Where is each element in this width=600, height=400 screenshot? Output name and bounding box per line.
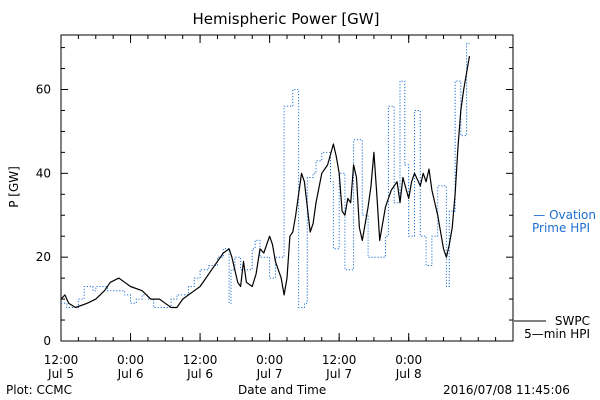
- x-tick-label-date: Jul 7: [256, 367, 283, 381]
- legend-ovation-line2: Prime HPI: [532, 221, 590, 235]
- y-tick-label: 40: [36, 166, 51, 180]
- y-tick-label: 0: [43, 334, 51, 348]
- x-tick-label-date: Jul 6: [186, 367, 213, 381]
- x-tick-label-time: 0:00: [256, 353, 283, 367]
- y-tick-label: 60: [36, 82, 51, 96]
- x-tick-label-date: Jul 8: [395, 367, 422, 381]
- x-tick-label-date: Jul 5: [47, 367, 74, 381]
- y-axis-ticks: 0 20 40 60: [36, 47, 513, 348]
- legend-swpc-line2: 5—min HPI: [524, 327, 590, 341]
- x-tick-label-time: 12:00: [322, 353, 357, 367]
- legend-ovation-line1: — Ovation: [533, 208, 596, 222]
- x-tick-label-time: 12:00: [44, 353, 79, 367]
- x-tick-label-time: 12:00: [183, 353, 218, 367]
- legend-swpc-line1: SWPC: [555, 314, 590, 328]
- chart-title: Hemispheric Power [GW]: [193, 10, 380, 28]
- y-axis-label: P [GW]: [7, 166, 21, 208]
- series-layer: [60, 42, 471, 309]
- swpc-hpi-series: [60, 55, 471, 309]
- x-tick-label-date: Jul 7: [325, 367, 352, 381]
- footer-credit: Plot: CCMC: [6, 383, 72, 397]
- x-tick-label-time: 0:00: [117, 353, 144, 367]
- plot-frame: [60, 34, 514, 342]
- x-tick-label-time: 0:00: [395, 353, 422, 367]
- x-axis-label: Date and Time: [238, 383, 327, 397]
- y-tick-label: 20: [36, 250, 51, 264]
- footer-timestamp: 2016/07/08 11:45:06: [443, 383, 570, 397]
- ovation-prime-hpi-series: [61, 42, 470, 308]
- plot-border: [60, 34, 514, 342]
- x-tick-label-date: Jul 6: [117, 367, 144, 381]
